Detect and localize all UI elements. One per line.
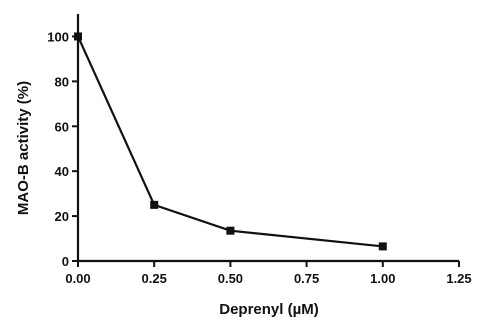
- y-axis: 0 20 40 60 80 100: [47, 14, 80, 269]
- data-point-marker: [378, 242, 387, 251]
- x-tick-label: 0.75: [294, 271, 319, 286]
- y-tick-label: 80: [55, 74, 69, 89]
- y-axis-title: MAO-B activity (%): [15, 81, 32, 215]
- data-point-marker: [150, 200, 159, 209]
- y-tick-label: 0: [62, 254, 69, 269]
- x-axis-title: Deprenyl (µM): [219, 301, 319, 318]
- y-tick-label: 20: [55, 209, 69, 224]
- series-line: [76, 36, 383, 248]
- x-axis: 0.00 0.25 0.50 0.75 1.00 1.25: [65, 259, 472, 286]
- plot-area: [74, 32, 387, 251]
- y-tick-label: 60: [55, 119, 69, 134]
- y-tick-label: 100: [47, 29, 69, 44]
- x-tick-label: 1.25: [446, 271, 471, 286]
- data-point-marker: [226, 226, 235, 235]
- x-tick-label: 0.50: [218, 271, 243, 286]
- data-point-marker: [74, 32, 82, 41]
- y-tick-label: 40: [55, 164, 69, 179]
- x-tick-label: 0.25: [142, 271, 167, 286]
- x-tick-label: 0.00: [65, 271, 90, 286]
- x-tick-label: 1.00: [370, 271, 395, 286]
